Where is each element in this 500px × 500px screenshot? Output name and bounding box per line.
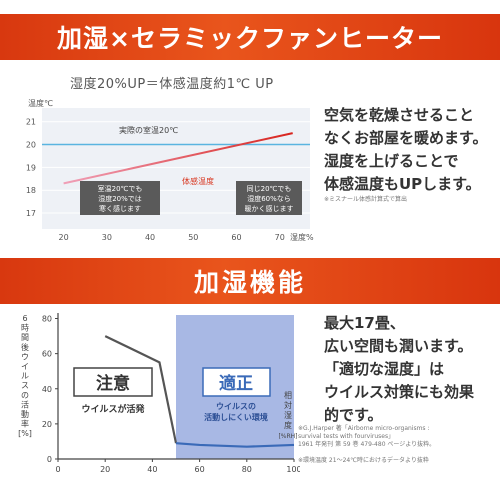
chart2-x-tick-80: 80 bbox=[242, 465, 252, 474]
callout-left-line1: 室温20℃でも bbox=[98, 184, 143, 193]
side1-line2: なくお部屋を暖めます。 bbox=[324, 129, 488, 147]
chart1-y-tick-17: 17 bbox=[26, 209, 36, 218]
banner-humidify: 加湿機能 bbox=[0, 258, 500, 304]
chart1-x-tick-70: 70 bbox=[275, 233, 285, 242]
chart2-y-axis-title-char: 時 bbox=[21, 324, 29, 333]
callout-right-line2: 湿度60%なら bbox=[247, 194, 291, 203]
chart2-y-tick-40: 40 bbox=[42, 385, 52, 394]
side1-line4: 体感温度もUPします。 bbox=[324, 175, 481, 193]
chart2-x-axis-title-char: [%RH] bbox=[278, 433, 297, 440]
chart2-x-axis-title-char: 度 bbox=[284, 420, 292, 430]
chart2-y-tick-20: 20 bbox=[42, 420, 52, 429]
virus-activity-line-low bbox=[175, 442, 295, 448]
chart2-y-tick-0: 0 bbox=[47, 455, 52, 464]
side2-note-source-line1: ※G.J.Harper 著「Airborne micro-organisms : bbox=[298, 425, 430, 432]
caution-label: 注意 bbox=[96, 373, 130, 394]
chart2-x-axis-title-char: 対 bbox=[284, 400, 292, 410]
side2-line4: ウイルス対策にも効果 bbox=[324, 383, 475, 401]
chart2-y-axis-title-char: 率 bbox=[21, 419, 29, 429]
chart1-x-tick-40: 40 bbox=[145, 233, 155, 242]
chart2-y-axis-title-char: [%] bbox=[18, 429, 32, 438]
chart1-x-axis-title: 湿度% bbox=[290, 232, 314, 242]
side2-note-source-line2: survival tests with fourviruses」 bbox=[298, 433, 395, 440]
body-temperature-line bbox=[63, 132, 293, 185]
caution-box: 注意 ウイルスが活発 bbox=[73, 367, 153, 415]
chart2-y-axis-title-char: ウ bbox=[21, 352, 29, 361]
chart2-y-axis-title-char: 間 bbox=[21, 333, 29, 342]
chart2-x-tick-60: 60 bbox=[195, 465, 205, 474]
banner-top: 加湿×セラミックファンヒーター bbox=[0, 14, 500, 60]
caution-sub: ウイルスが活発 bbox=[81, 403, 145, 415]
callout-left: 室温20℃でも 湿度20%では 寒く感じます bbox=[80, 181, 160, 215]
chart2-x-tick-20: 20 bbox=[100, 465, 110, 474]
callout-left-line2: 湿度20%では bbox=[98, 194, 142, 203]
side2-line3: 「適切な湿度」は bbox=[324, 360, 445, 378]
callout-left-line3: 寒く感じます bbox=[99, 204, 141, 213]
side1-line1: 空気を乾燥させること bbox=[324, 106, 475, 124]
chart2-y-tick-80: 80 bbox=[42, 315, 52, 324]
chart2-y-axis-title-char: 活 bbox=[21, 399, 29, 409]
chart2-y-axis-title-char: イ bbox=[21, 362, 29, 371]
chart2-y-axis-title-char: ス bbox=[21, 381, 29, 390]
chart1-y-tick-19: 19 bbox=[26, 163, 36, 172]
chart2-y-axis-title-char: 6 bbox=[22, 314, 27, 323]
chart2-x-tick-100: 100 bbox=[286, 465, 300, 474]
side2-note-source-line3: 1961 年発刊 第 59 巻 479-480 ページより抜粋。 bbox=[298, 441, 436, 448]
side2-note-source: ※G.J.Harper 著「Airborne micro-organisms :… bbox=[298, 425, 498, 449]
chart2-y-axis-title-char: の bbox=[21, 391, 29, 400]
chart1-x-tick-50: 50 bbox=[188, 233, 198, 242]
side2-note-environment: ※環境温度 21～24℃時におけるデータより抜粋 bbox=[298, 457, 429, 464]
proper-box: 適正 ウイルスの 活動しにくい環境 bbox=[202, 367, 271, 422]
callout-right: 同じ20℃でも 湿度60%なら 暖かく感じます bbox=[236, 181, 302, 215]
chart2-x-tick-0: 0 bbox=[55, 465, 60, 474]
chart1-subtitle: 湿度20%UP＝体感温度約1℃ UP bbox=[70, 77, 274, 92]
body-temperature-label: 体感温度 bbox=[182, 176, 214, 186]
banner-humidify-title: 加湿機能 bbox=[193, 268, 306, 297]
side1-note: ※ミスナール体感計算式で算出 bbox=[324, 196, 408, 203]
side-description-1: 空気を乾燥させること なくお部屋を暖めます。 湿度を上げることで 体感温度もUP… bbox=[324, 104, 496, 196]
actual-temperature-label: 実際の室温20℃ bbox=[119, 125, 178, 135]
chart2-x-axis-title-char: 湿 bbox=[284, 411, 292, 420]
chart1-y-tick-18: 18 bbox=[26, 186, 36, 195]
chart2-y-axis-title-char: 後 bbox=[21, 342, 29, 352]
side2-line2: 広い空間も潤います。 bbox=[324, 337, 473, 355]
proper-label: 適正 bbox=[219, 373, 253, 394]
side2-line1: 最大17畳、 bbox=[324, 314, 405, 332]
chart1-x-tick-60: 60 bbox=[231, 233, 241, 242]
callout-right-line3: 暖かく感じます bbox=[245, 204, 294, 213]
side2-line5: 的です。 bbox=[324, 406, 383, 424]
chart1-y-tick-21: 21 bbox=[26, 118, 36, 127]
virus-activity-line-high bbox=[104, 335, 178, 444]
banner-top-title: 加湿×セラミックファンヒーター bbox=[57, 24, 443, 53]
chart2-x-tick-40: 40 bbox=[147, 465, 157, 474]
side-description-2: 最大17畳、 広い空間も潤います。 「適切な湿度」は ウイルス対策にも効果 的で… bbox=[324, 312, 496, 427]
chart1-y-axis-title: 温度℃ bbox=[28, 98, 53, 108]
chart1-x-tick-20: 20 bbox=[59, 233, 69, 242]
proper-sub-line1: ウイルスの bbox=[216, 402, 256, 411]
chart2-y-axis-title-char: ル bbox=[21, 372, 29, 381]
callout-right-line1: 同じ20℃でも bbox=[247, 185, 292, 193]
chart2-y-axis-title-char: 動 bbox=[21, 410, 29, 419]
temperature-humidity-chart: 温度℃ 21 20 19 18 17 20 30 40 50 60 70 湿度% 実際の室温20℃… bbox=[26, 98, 314, 242]
chart1-y-tick-20: 20 bbox=[26, 141, 36, 150]
chart2-y-tick-60: 60 bbox=[42, 350, 52, 359]
proper-sub-line2: 活動しにくい環境 bbox=[204, 412, 268, 422]
side1-line3: 湿度を上げることで bbox=[324, 152, 459, 170]
chart2-x-axis-title-char: 相 bbox=[284, 390, 292, 400]
chart1-x-tick-30: 30 bbox=[102, 233, 112, 242]
